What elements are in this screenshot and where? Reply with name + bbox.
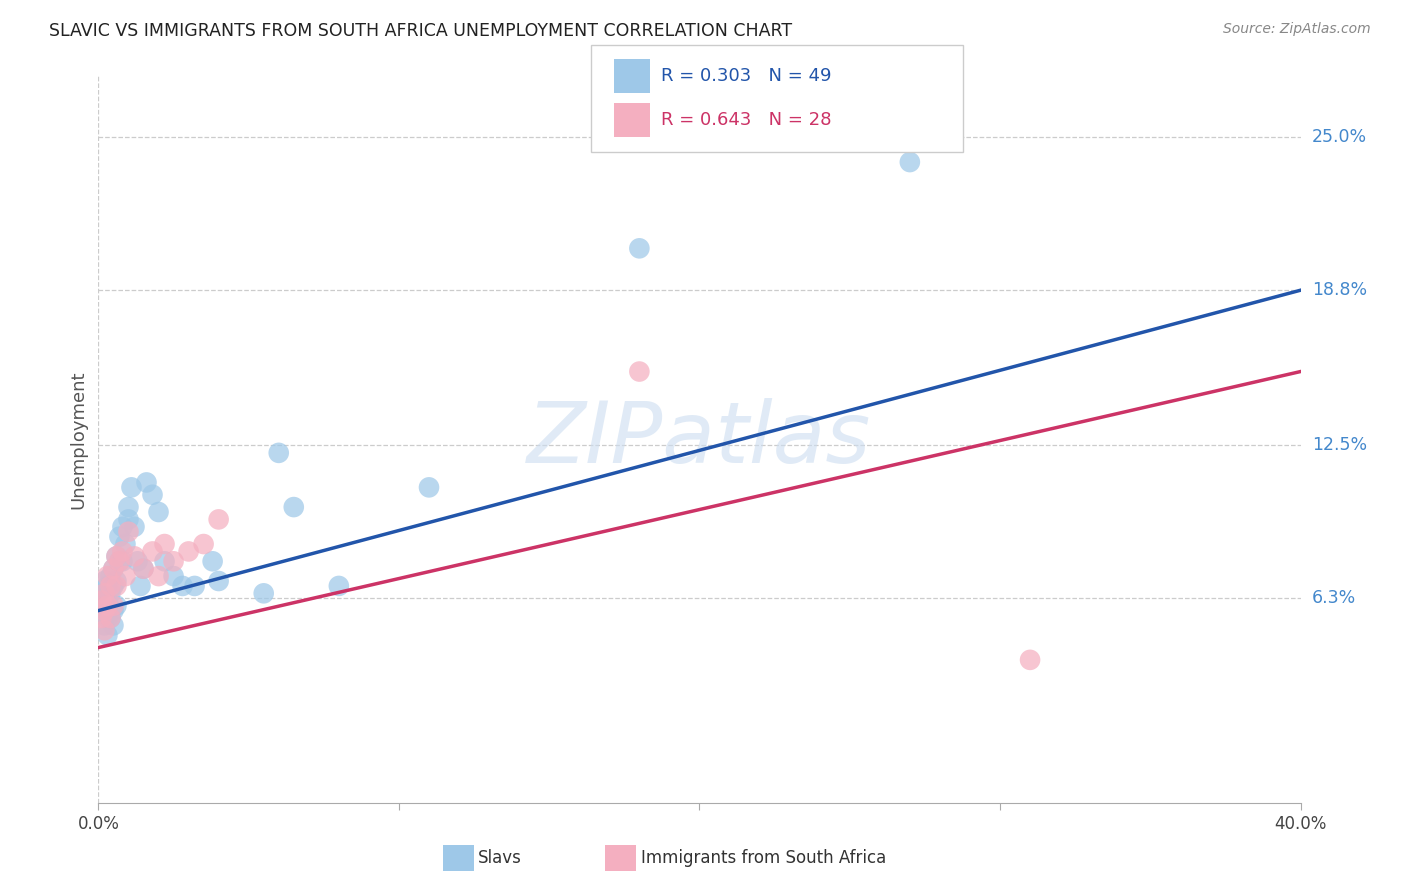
Text: ZIPatlas: ZIPatlas	[527, 398, 872, 481]
Point	[267, 446, 290, 460]
Text: Slavs: Slavs	[478, 849, 522, 867]
Point	[148, 505, 170, 519]
Point	[103, 562, 125, 576]
Point	[105, 599, 128, 613]
Point	[96, 628, 118, 642]
Point	[103, 618, 125, 632]
Point	[208, 512, 231, 526]
Point	[108, 554, 131, 568]
Point	[117, 500, 139, 514]
Point	[148, 569, 170, 583]
Point	[162, 569, 184, 583]
Point	[103, 562, 125, 576]
Point	[90, 593, 112, 607]
Point	[103, 604, 125, 618]
Point	[93, 574, 115, 588]
Point	[127, 554, 149, 568]
Point	[253, 586, 276, 600]
Point	[90, 599, 112, 613]
Point	[93, 604, 115, 618]
Point	[90, 611, 112, 625]
Point	[172, 579, 194, 593]
Point	[153, 537, 176, 551]
Point	[1019, 653, 1042, 667]
Point	[121, 480, 143, 494]
Point	[328, 579, 350, 593]
Point	[117, 524, 139, 539]
Point	[628, 365, 651, 379]
Point	[141, 544, 163, 558]
Point	[111, 520, 134, 534]
Point	[208, 574, 231, 588]
Point	[93, 604, 115, 618]
Point	[93, 624, 115, 638]
Point	[103, 599, 125, 613]
Point	[183, 579, 205, 593]
Point	[93, 586, 115, 600]
Point	[103, 579, 125, 593]
Point	[105, 574, 128, 588]
Point	[96, 599, 118, 613]
Point	[96, 569, 118, 583]
Point	[90, 593, 112, 607]
Text: Source: ZipAtlas.com: Source: ZipAtlas.com	[1223, 22, 1371, 37]
Text: 25.0%: 25.0%	[1312, 128, 1367, 146]
Point	[135, 475, 157, 490]
Point	[129, 579, 152, 593]
Point	[100, 611, 122, 625]
Text: 12.5%: 12.5%	[1312, 436, 1367, 454]
Point	[93, 586, 115, 600]
Point	[132, 562, 155, 576]
Point	[132, 562, 155, 576]
Point	[105, 549, 128, 564]
Point	[141, 488, 163, 502]
Point	[177, 544, 200, 558]
Point	[96, 579, 118, 593]
Text: 18.8%: 18.8%	[1312, 281, 1367, 299]
Point	[124, 520, 146, 534]
Text: R = 0.643   N = 28: R = 0.643 N = 28	[661, 112, 831, 129]
Point	[105, 579, 128, 593]
Point	[114, 537, 136, 551]
Point	[100, 586, 122, 600]
Point	[96, 593, 118, 607]
Point	[114, 569, 136, 583]
Point	[105, 549, 128, 564]
Point	[96, 611, 118, 625]
Point	[111, 544, 134, 558]
Point	[100, 611, 122, 625]
Text: 6.3%: 6.3%	[1312, 590, 1355, 607]
Text: SLAVIC VS IMMIGRANTS FROM SOUTH AFRICA UNEMPLOYMENT CORRELATION CHART: SLAVIC VS IMMIGRANTS FROM SOUTH AFRICA U…	[49, 22, 793, 40]
Point	[162, 554, 184, 568]
Point	[90, 604, 112, 618]
Point	[628, 241, 651, 255]
Point	[124, 549, 146, 564]
Point	[93, 618, 115, 632]
Point	[898, 155, 921, 169]
Point	[111, 554, 134, 568]
Point	[201, 554, 224, 568]
Point	[117, 512, 139, 526]
Point	[100, 579, 122, 593]
Point	[108, 530, 131, 544]
Point	[100, 569, 122, 583]
Point	[108, 554, 131, 568]
Point	[418, 480, 440, 494]
Point	[193, 537, 215, 551]
Text: Immigrants from South Africa: Immigrants from South Africa	[641, 849, 886, 867]
Point	[153, 554, 176, 568]
Point	[283, 500, 305, 514]
Text: R = 0.303   N = 49: R = 0.303 N = 49	[661, 67, 831, 85]
Y-axis label: Unemployment: Unemployment	[69, 370, 87, 508]
